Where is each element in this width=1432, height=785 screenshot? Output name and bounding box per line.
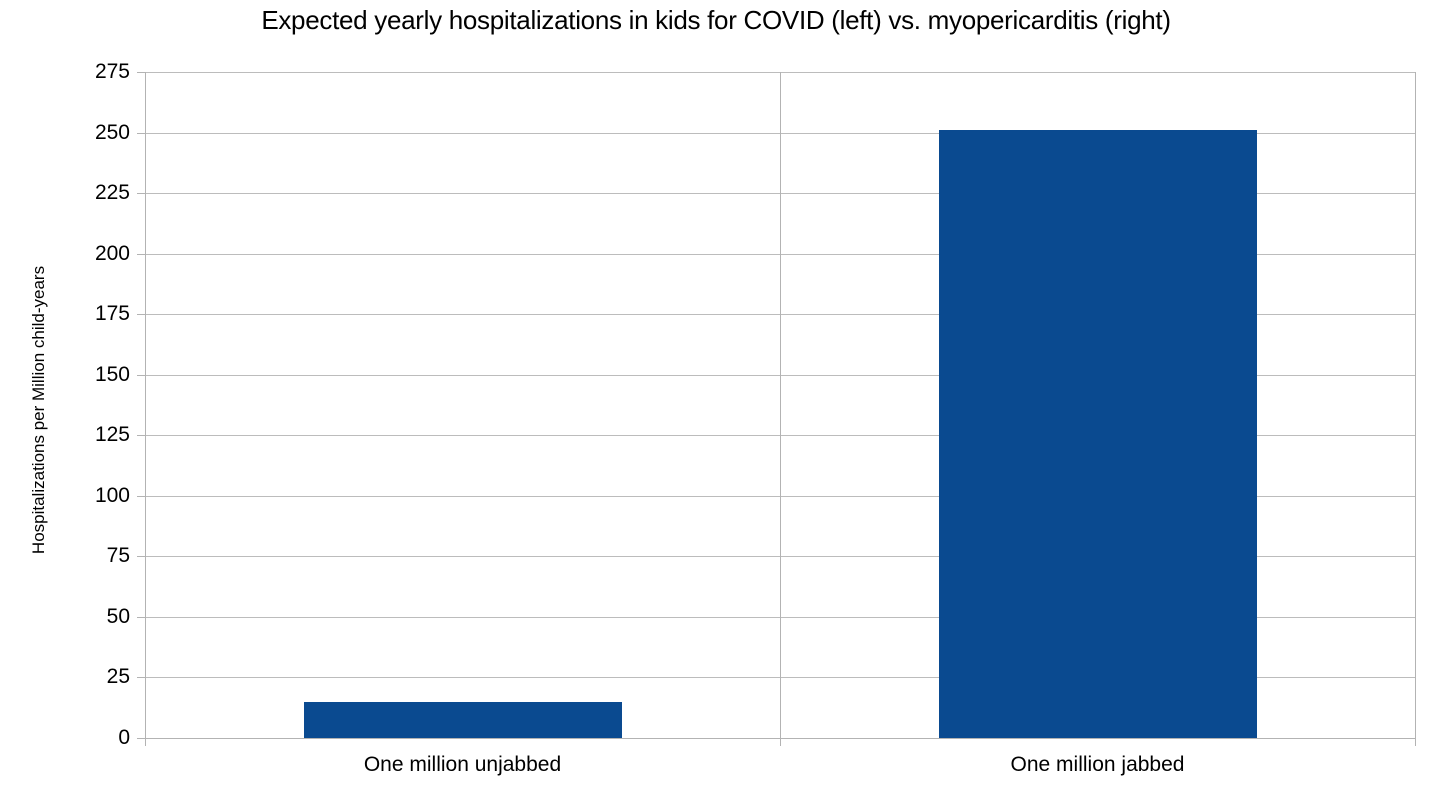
y-axis-line — [145, 72, 146, 746]
y-tick-label-275: 275 — [94, 60, 130, 83]
chart-title: Expected yearly hospitalizations in kids… — [261, 5, 1171, 35]
y-tick-label-175: 175 — [94, 302, 130, 325]
y-tick-label-25: 25 — [106, 665, 130, 688]
plot-area — [137, 72, 1416, 746]
y-tick-label-250: 250 — [94, 121, 130, 144]
y-tick-label-0: 0 — [118, 726, 130, 749]
x-category-label-1: One million unjabbed — [363, 753, 562, 776]
bar-one-million-unjabbed — [304, 701, 622, 738]
category-divider-line — [780, 72, 781, 746]
y-tick-label-125: 125 — [94, 423, 130, 446]
y-axis-tick — [137, 314, 145, 315]
y-axis-tick — [137, 677, 145, 678]
y-tick-label-150: 150 — [94, 363, 130, 386]
y-axis-tick — [137, 617, 145, 618]
y-tick-label-100: 100 — [94, 484, 130, 507]
y-tick-label-225: 225 — [94, 181, 130, 204]
y-axis-tick — [137, 254, 145, 255]
plot-right-border — [1415, 72, 1416, 746]
x-category-label-2: One million jabbed — [1010, 753, 1185, 776]
y-tick-label-50: 50 — [106, 605, 130, 628]
y-axis-tick — [137, 556, 145, 557]
y-axis-tick — [137, 72, 145, 73]
y-axis-tick — [137, 193, 145, 194]
y-axis-tick — [137, 375, 145, 376]
y-axis-tick — [137, 133, 145, 134]
y-axis-tick — [137, 496, 145, 497]
y-tick-label-200: 200 — [94, 242, 130, 265]
bar-one-million-jabbed — [939, 130, 1257, 738]
y-axis-tick — [137, 435, 145, 436]
y-tick-label-75: 75 — [106, 544, 130, 567]
y-axis-tick — [137, 738, 145, 739]
